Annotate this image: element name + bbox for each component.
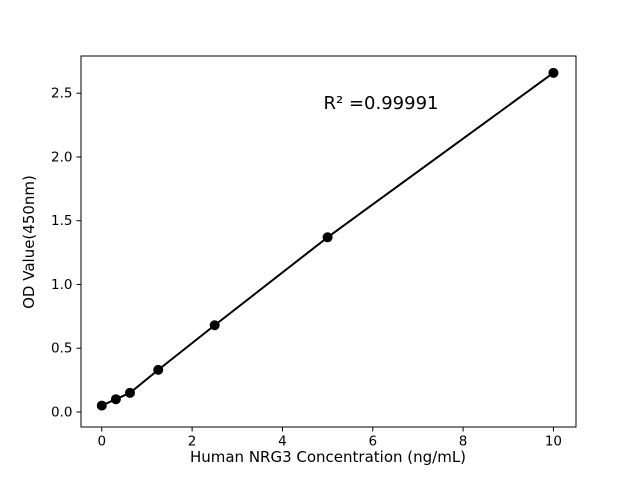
x-tick-label: 6	[368, 434, 377, 450]
x-tick-label: 10	[545, 434, 562, 450]
data-point	[96, 400, 107, 411]
data-point	[125, 387, 136, 398]
x-tick-label: 0	[97, 434, 106, 450]
x-tick-label: 8	[459, 434, 468, 450]
y-tick-label: 1.0	[51, 277, 72, 293]
y-tick-label: 1.5	[51, 213, 72, 229]
data-point	[548, 67, 559, 78]
y-tick-label: 2.0	[51, 149, 72, 165]
x-tick-label: 4	[278, 434, 287, 450]
y-tick-label: 0.0	[51, 404, 72, 420]
series-group	[96, 67, 559, 411]
y-axis-label: OD Value(450nm)	[20, 175, 38, 309]
y-tick-label: 2.5	[51, 86, 72, 102]
x-axis: 0 2 4 6 8 10	[97, 427, 562, 450]
data-point	[153, 364, 164, 375]
x-axis-label: Human NRG3 Concentration (ng/mL)	[190, 448, 466, 466]
y-tick-label: 0.5	[51, 341, 72, 357]
y-axis: 0.0 0.5 1.0 1.5 2.0 2.5	[51, 86, 81, 420]
r-squared-annotation: R² =0.99991	[324, 93, 439, 114]
x-tick-label: 2	[188, 434, 197, 450]
plot-area	[80, 55, 577, 428]
data-point	[209, 320, 220, 331]
data-point	[322, 232, 333, 243]
data-point	[110, 394, 121, 405]
